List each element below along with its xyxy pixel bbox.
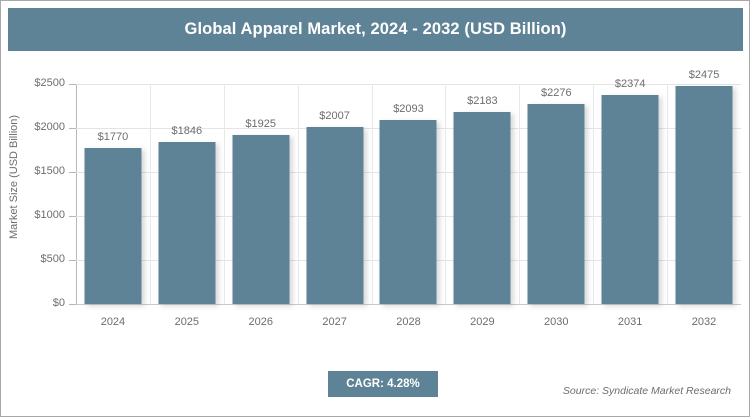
plot-area: $1770 2024 $1846 2025 $1925 2026 $2007 2027 $209…	[76, 69, 741, 328]
bar-group: $1925 2026	[224, 84, 298, 328]
x-gridline	[667, 84, 668, 304]
bar-group: $2374 2031	[593, 78, 667, 328]
bar-group: $1846 2025	[150, 84, 224, 328]
y-axis-tick	[69, 84, 76, 85]
y-axis-tick-labels: $0 $500 $1000 $1500 $2000 $2500	[1, 1, 65, 418]
bar[interactable]	[675, 86, 733, 304]
y-axis-tick	[69, 172, 76, 173]
bar[interactable]	[527, 103, 585, 304]
y-gridline	[76, 84, 741, 85]
x-axis-category-label: 2029	[470, 316, 495, 328]
source-label: Source: Syndicate Market Research	[562, 385, 731, 397]
bar-group: $2475 2032	[667, 69, 741, 328]
x-gridline	[298, 84, 299, 304]
y-axis-tick-label: $1000	[34, 209, 65, 221]
y-axis-tick-label: $2000	[34, 121, 65, 133]
y-axis-tick-label: $0	[52, 297, 65, 309]
x-axis-category-label: 2027	[322, 316, 347, 328]
bar-group: $2093 2028	[372, 84, 446, 328]
x-axis-category-label: 2032	[691, 316, 717, 328]
y-axis-tick-label: $500	[40, 253, 65, 265]
y-axis-tick	[69, 304, 76, 305]
page-title: Global Apparel Market, 2024 - 2032 (USD …	[184, 20, 567, 38]
bar-group: $2276 2030	[519, 84, 593, 328]
y-axis-line	[76, 84, 77, 305]
y-axis-tick-label: $1500	[34, 165, 65, 177]
bar-value-label: $1925	[245, 117, 276, 130]
bar-value-label: $2276	[540, 86, 572, 99]
x-axis-category-label: 2025	[174, 316, 200, 328]
bar[interactable]	[158, 141, 216, 304]
bar[interactable]	[232, 134, 290, 304]
bar-value-label: $2475	[688, 69, 720, 82]
x-axis-category-label: 2031	[617, 316, 643, 328]
y-axis-tick	[69, 216, 76, 217]
bar[interactable]	[379, 119, 437, 304]
bar[interactable]	[453, 111, 511, 304]
y-axis-tick-label: $2500	[34, 77, 65, 89]
x-gridline	[372, 84, 373, 304]
x-gridline	[445, 84, 446, 304]
bar-group: $2183 2029	[445, 84, 519, 328]
y-gridline	[76, 304, 741, 305]
x-gridline	[593, 84, 594, 304]
chart-header-band: Global Apparel Market, 2024 - 2032 (USD …	[8, 8, 743, 51]
bar-value-label: $2093	[393, 102, 424, 115]
cagr-badge: CAGR: 4.28%	[328, 371, 438, 397]
bar-value-label: $2374	[614, 78, 646, 91]
x-gridline	[224, 84, 225, 304]
bar[interactable]	[601, 95, 659, 304]
y-axis-tick	[69, 128, 76, 129]
bar-group: $2007 2027	[298, 84, 372, 328]
y-axis-tick	[69, 260, 76, 261]
bar-group: $1770 2024	[76, 84, 150, 328]
bar-value-label: $2007	[319, 110, 350, 123]
x-axis-category-label: 2026	[248, 316, 273, 328]
bar[interactable]	[306, 127, 364, 304]
x-axis-category-label: 2028	[396, 316, 421, 328]
x-gridline	[150, 84, 151, 304]
bar-value-label: $1770	[97, 131, 129, 144]
cagr-label: CAGR: 4.28%	[346, 378, 420, 390]
bar-value-label: $1846	[171, 124, 203, 137]
x-axis-category-label: 2030	[544, 316, 569, 328]
x-axis-category-label: 2024	[100, 316, 126, 328]
x-gridline	[519, 84, 520, 304]
bar-value-label: $2183	[467, 94, 498, 107]
y-axis-title: Market Size (USD Billion)	[8, 114, 20, 240]
bar[interactable]	[84, 148, 142, 304]
